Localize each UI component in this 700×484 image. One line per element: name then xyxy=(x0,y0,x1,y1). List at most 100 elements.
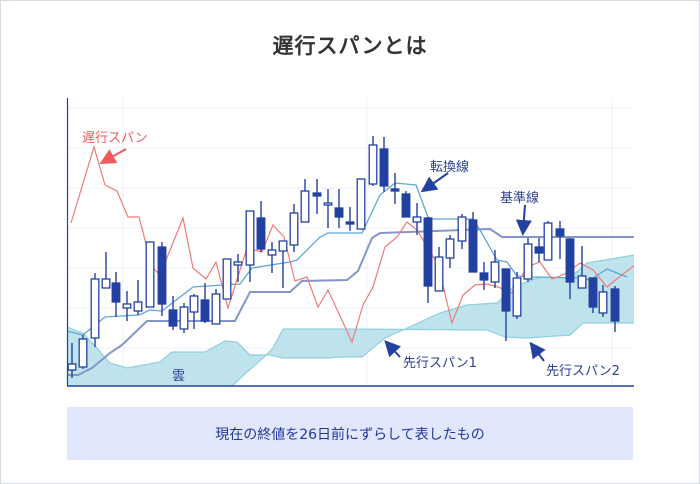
candle-body xyxy=(90,278,100,339)
candle-body xyxy=(278,240,288,252)
candle-body xyxy=(434,256,444,292)
bearish-candle xyxy=(555,221,565,259)
bearish-candle xyxy=(423,217,433,303)
candle-body xyxy=(323,202,333,206)
bullish-candle xyxy=(90,273,100,347)
candle-body xyxy=(179,306,189,330)
senkou2-arrow xyxy=(529,341,546,362)
bullish-candle xyxy=(133,280,143,315)
candle-body xyxy=(468,219,478,273)
tenkan-arrow xyxy=(420,172,449,193)
bullish-candle xyxy=(445,235,455,268)
bullish-candle xyxy=(189,294,199,329)
candle-body xyxy=(423,217,433,287)
candlesticks xyxy=(67,136,620,378)
candle-body xyxy=(312,192,322,197)
candle-body xyxy=(157,246,167,305)
bullish-candle xyxy=(122,291,132,321)
bullish-candle xyxy=(179,303,189,333)
candle-body xyxy=(577,275,587,289)
kijun-label: 基準線 xyxy=(500,191,540,206)
candle-body xyxy=(379,148,389,187)
bullish-candle xyxy=(300,179,310,223)
candle-body xyxy=(168,309,178,327)
candle-body xyxy=(390,188,400,192)
bullish-candle xyxy=(78,335,88,369)
bullish-candle xyxy=(323,189,333,228)
bullish-candle xyxy=(278,240,288,288)
bearish-candle xyxy=(468,212,478,273)
bearish-candle xyxy=(345,207,355,231)
candle-body xyxy=(501,268,511,312)
cloud-label: 雲 xyxy=(172,369,186,384)
bearish-candle xyxy=(334,189,344,228)
candle-body xyxy=(122,303,132,309)
bearish-candle xyxy=(479,262,489,290)
bullish-candle xyxy=(289,204,299,252)
candle-body xyxy=(111,282,121,303)
candle-body xyxy=(67,363,77,371)
description-text: 現在の終値を26日前にずらして表したもの xyxy=(215,426,485,443)
candle-body xyxy=(534,246,544,254)
candle-body xyxy=(543,222,553,261)
chikou-span-line xyxy=(70,144,634,344)
candle-body xyxy=(300,190,310,223)
bearish-candle xyxy=(379,137,389,192)
candle-body xyxy=(368,144,378,185)
candle-body xyxy=(145,241,155,308)
bullish-candle xyxy=(222,258,232,300)
candle-body xyxy=(189,295,199,313)
bearish-candle xyxy=(256,201,266,252)
bearish-candle xyxy=(200,283,210,323)
bullish-candle xyxy=(101,252,111,289)
candle-body xyxy=(565,238,575,283)
candle-body xyxy=(401,193,411,218)
candle-body xyxy=(211,293,221,325)
candle-body xyxy=(523,243,533,280)
senkou1-label: 先行スパン1 xyxy=(403,356,477,371)
senkou-span-2-line xyxy=(231,322,634,386)
candle-body xyxy=(256,217,266,250)
candle-body xyxy=(101,278,111,289)
candle-body xyxy=(356,178,366,230)
candle-body xyxy=(412,216,422,223)
bullish-candle xyxy=(412,203,422,235)
candle-body xyxy=(457,216,467,242)
tenkan-label: 転換線 xyxy=(430,160,470,175)
bullish-candle xyxy=(245,210,255,282)
bullish-candle xyxy=(211,289,221,325)
bullish-candle xyxy=(512,272,522,319)
candle-body xyxy=(588,277,598,308)
candle-body xyxy=(78,338,88,368)
bullish-candle xyxy=(577,246,587,289)
bullish-candle xyxy=(145,241,155,308)
senkou2-label: 先行スパン2 xyxy=(546,364,620,379)
bearish-candle xyxy=(312,179,322,214)
bullish-candle xyxy=(490,250,500,288)
bearish-candle xyxy=(588,277,598,313)
bearish-candle xyxy=(390,173,400,204)
bearish-candle xyxy=(111,272,121,317)
candle-body xyxy=(200,299,210,322)
candle-body xyxy=(233,261,243,266)
bullish-candle xyxy=(67,343,77,378)
bearish-candle xyxy=(534,238,544,262)
candle-body xyxy=(479,272,489,281)
bearish-candle xyxy=(501,268,511,341)
candle-body xyxy=(334,207,344,218)
candle-body xyxy=(512,277,522,317)
candle-body xyxy=(555,228,565,237)
bearish-candle xyxy=(168,296,178,330)
bullish-candle xyxy=(598,285,608,317)
chikou-arrow xyxy=(99,148,127,164)
candle-body xyxy=(245,210,255,266)
bullish-candle xyxy=(434,247,444,292)
cloud-area xyxy=(67,255,634,386)
bullish-candle xyxy=(267,242,277,273)
candle-body xyxy=(345,221,355,225)
bullish-candle xyxy=(457,214,467,249)
chikou-label: 遅行スパン xyxy=(82,131,148,146)
candle-body xyxy=(610,288,620,322)
